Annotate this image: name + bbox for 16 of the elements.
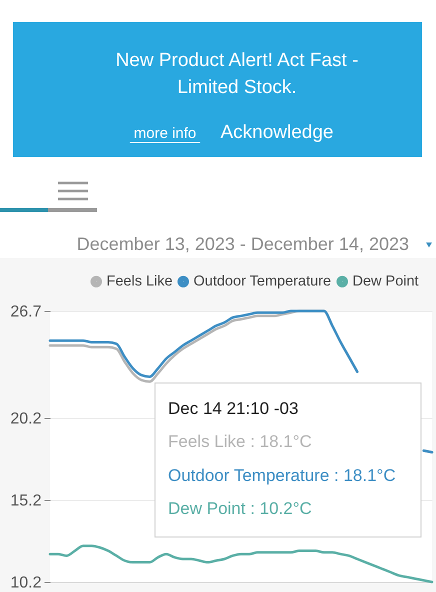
y-tick-label: 10.2 xyxy=(10,574,42,592)
annotation: Outdoor Temperature : 18.1°C xyxy=(168,466,396,485)
line-series xyxy=(48,544,434,584)
y-tick-label: 20.2 xyxy=(10,410,42,428)
y-tick-label: 15.2 xyxy=(10,492,42,510)
annotation: Dec 14 21:10 -03 xyxy=(168,399,298,418)
text: Acknowledge xyxy=(220,122,334,143)
text: New Product Alert! Act Fast - Limited Stock. xyxy=(116,50,358,98)
chart-title: December 13, 2023 - December 14, 2023 xyxy=(76,234,409,254)
legend-label: Outdoor Temperature xyxy=(194,274,332,290)
text: more info xyxy=(134,125,196,142)
annotation: Feels Like : 18.1°C xyxy=(168,432,312,451)
legend-label: Feels Like xyxy=(106,274,173,290)
annotation: Dew Point : 10.2°C xyxy=(168,499,312,518)
legend-label: Dew Point xyxy=(352,274,419,290)
y-tick-label: 26.7 xyxy=(10,304,42,320)
